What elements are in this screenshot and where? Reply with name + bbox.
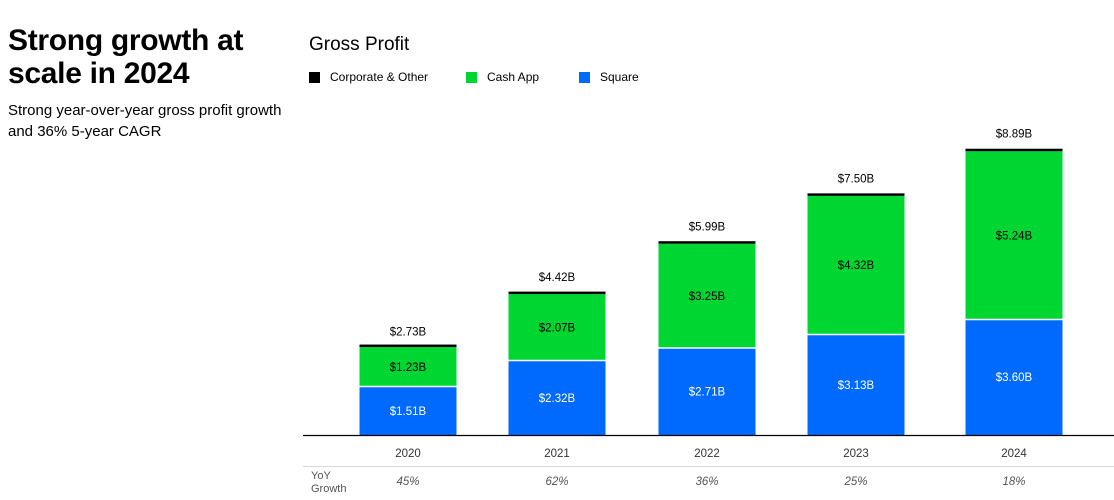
bar-label-square-2022: $2.71B [689, 387, 726, 399]
yoy-growth-2021: 62% [545, 476, 568, 488]
legend-swatch-square [579, 71, 590, 83]
bar-cash-app-2022 [658, 243, 756, 349]
bar-cash-app-2024 [965, 151, 1063, 320]
yoy-growth-2020: 45% [396, 476, 419, 488]
yoy-growth-label: YoY Growth [311, 470, 346, 495]
legend-swatch-corporate [309, 71, 320, 83]
chart-legend: Corporate & Other Cash App Square [309, 70, 639, 84]
headline: Strong growth at scale in 2024 [8, 24, 244, 90]
bar-corporate-2021 [508, 291, 606, 295]
bar-label-cash-app-2020: $1.23B [390, 362, 427, 374]
chart-title: Gross Profit [309, 34, 410, 55]
x-tick-label-2023: 2023 [843, 448, 869, 460]
bar-label-square-2020: $1.51B [390, 406, 427, 418]
bar-label-square-2021: $2.32B [539, 393, 576, 405]
bar-corporate-2020 [359, 344, 457, 348]
bar-label-square-2024: $3.60B [996, 372, 1033, 384]
bar-cash-app-2023 [807, 195, 905, 335]
bar-corporate-2022 [658, 241, 756, 244]
legend-item-cash-app: Cash App [466, 70, 579, 84]
x-tick-label-2021: 2021 [544, 448, 570, 460]
bar-label-cash-app-2023: $4.32B [838, 260, 875, 272]
total-label-2020: $2.73B [390, 326, 427, 338]
legend-swatch-cash-app [466, 71, 477, 83]
bar-label-square-2023: $3.13B [838, 380, 875, 392]
bar-cash-app-2020 [359, 347, 457, 387]
bar-square-2021 [508, 360, 606, 435]
total-label-2021: $4.42B [539, 272, 576, 284]
bar-corporate-2024 [965, 148, 1063, 152]
bar-square-2024 [965, 319, 1063, 435]
legend-label-square: Square [600, 70, 639, 84]
total-label-2024: $8.89B [996, 129, 1033, 141]
legend-label-cash-app: Cash App [487, 70, 540, 84]
legend-label-corporate: Corporate & Other [330, 70, 429, 84]
yoy-growth-2023: 25% [843, 476, 867, 488]
yoy-growth-2024: 18% [1002, 476, 1025, 488]
x-tick-label-2020: 2020 [395, 448, 421, 460]
x-tick-label-2022: 2022 [694, 448, 720, 460]
bar-label-cash-app-2022: $3.25B [689, 291, 726, 303]
bar-label-cash-app-2024: $5.24B [996, 230, 1033, 242]
bar-square-2022 [658, 348, 756, 435]
x-tick-label-2024: 2024 [1001, 448, 1027, 460]
total-label-2023: $7.50B [838, 173, 875, 185]
bar-label-cash-app-2021: $2.07B [539, 322, 576, 334]
legend-item-square: Square [579, 70, 639, 84]
subheadline: Strong year-over-year gross profit growt… [8, 102, 282, 140]
bar-square-2020 [359, 386, 457, 435]
bar-square-2023 [807, 334, 905, 435]
legend-item-corporate: Corporate & Other [309, 70, 466, 84]
bar-cash-app-2021 [508, 294, 606, 361]
yoy-growth-2022: 36% [695, 476, 718, 488]
bar-corporate-2023 [807, 193, 905, 196]
total-label-2022: $5.99B [689, 222, 726, 234]
